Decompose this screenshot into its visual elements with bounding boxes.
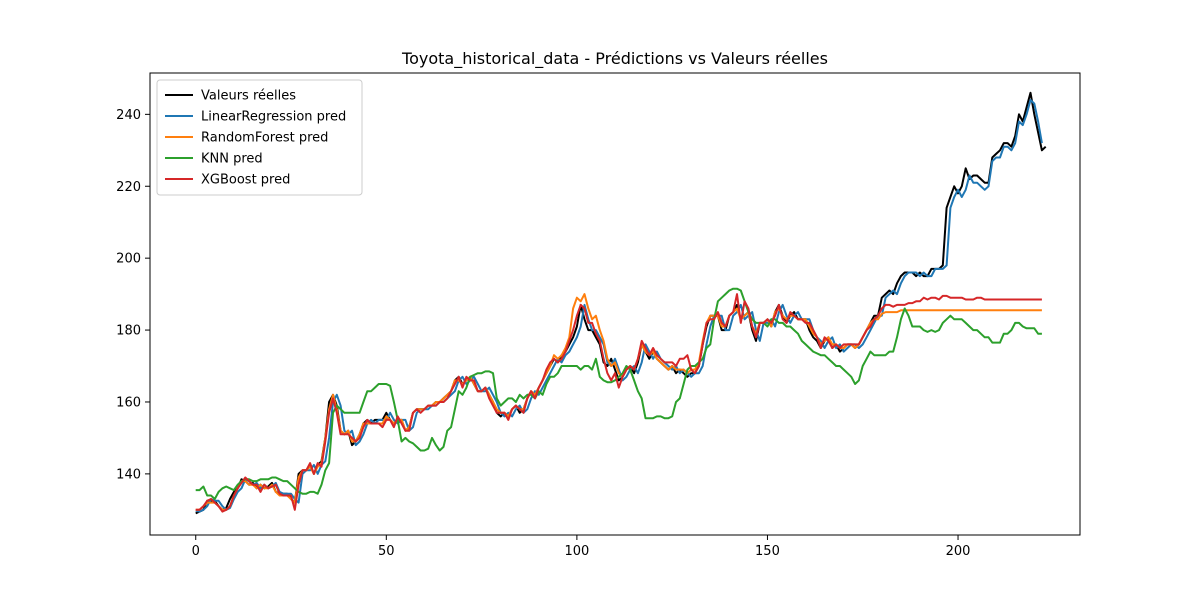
chart-title: Toyota_historical_data - Prédictions vs … [401,49,828,69]
legend-label: Valeurs réelles [201,89,296,104]
legend-label: KNN pred [201,152,263,167]
series-line-2 [195,99,1043,513]
series-line-5 [195,293,1042,513]
x-tick-label: 100 [564,544,589,559]
x-tick-label: 0 [192,544,200,559]
x-tick-label: 200 [946,544,971,559]
legend-box [156,79,363,196]
y-tick-label: 220 [116,180,141,195]
x-tick-label: 50 [378,544,395,559]
y-tick-label: 180 [116,324,141,339]
legend: Valeurs réelles LinearRegression pred Rand… [156,79,363,196]
y-axis: 140 160 180 200 220 240 [116,108,150,482]
y-tick-label: 160 [116,395,141,410]
plot-frame [149,72,1081,536]
legend-label: RandomForest pred [201,131,328,146]
x-axis: 0 50 100 150 200 [192,535,971,559]
legend-label: XGBoost pred [201,173,290,188]
y-tick-label: 240 [116,108,141,123]
y-tick-label: 140 [116,467,141,482]
y-tick-label: 200 [116,252,141,267]
series-line-4 [195,287,1042,500]
series-layer [195,91,1047,515]
legend-label: LinearRegression pred [201,110,346,125]
x-tick-label: 150 [755,544,780,559]
